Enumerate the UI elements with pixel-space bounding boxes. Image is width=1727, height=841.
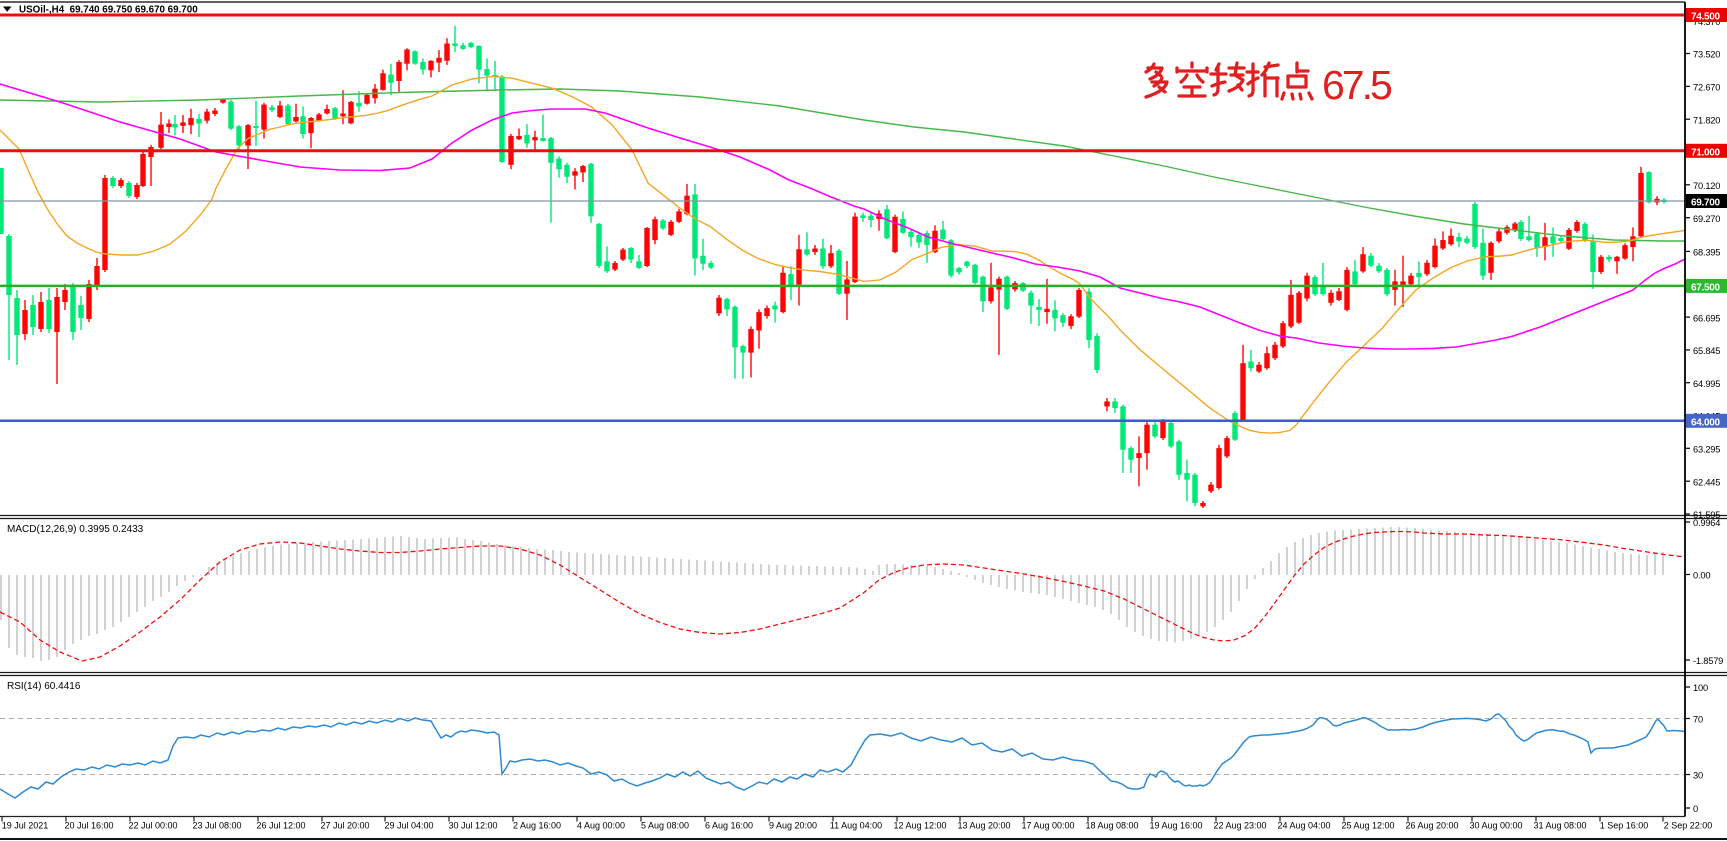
svg-text:USOil-,H4 69.740 69.750 69.67: USOil-,H4 69.740 69.750 69.670 69.700 [19, 5, 198, 16]
svg-text:69.700: 69.700 [1691, 198, 1721, 209]
svg-text:67.5: 67.5 [1322, 62, 1392, 108]
svg-text:22 Aug 23:00: 22 Aug 23:00 [1213, 821, 1266, 831]
svg-text:MACD(12,26,9) 0.3995 0.2433: MACD(12,26,9) 0.3995 0.2433 [7, 524, 144, 535]
svg-text:71.820: 71.820 [1693, 115, 1720, 125]
svg-text:63.295: 63.295 [1693, 445, 1720, 455]
svg-text:27 Jul 20:00: 27 Jul 20:00 [320, 821, 369, 831]
svg-text:2 Aug 16:00: 2 Aug 16:00 [513, 821, 561, 831]
svg-text:22 Jul 00:00: 22 Jul 00:00 [128, 821, 177, 831]
svg-text:74.500: 74.500 [1691, 12, 1721, 23]
svg-text:30 Jul 12:00: 30 Jul 12:00 [448, 821, 497, 831]
svg-text:73.520: 73.520 [1693, 50, 1720, 60]
svg-text:RSI(14) 60.4416: RSI(14) 60.4416 [7, 681, 81, 692]
svg-text:0.9964: 0.9964 [1693, 518, 1720, 528]
svg-text:17 Aug 00:00: 17 Aug 00:00 [1021, 821, 1074, 831]
svg-text:70.120: 70.120 [1693, 181, 1720, 191]
svg-text:13 Aug 20:00: 13 Aug 20:00 [957, 821, 1010, 831]
svg-text:-1.8579: -1.8579 [1693, 656, 1723, 666]
svg-text:67.500: 67.500 [1691, 282, 1721, 293]
svg-text:69.270: 69.270 [1693, 214, 1720, 224]
svg-text:31 Aug 08:00: 31 Aug 08:00 [1533, 821, 1586, 831]
svg-text:4 Aug 00:00: 4 Aug 00:00 [577, 821, 625, 831]
svg-text:30 Aug 00:00: 30 Aug 00:00 [1469, 821, 1522, 831]
svg-text:25 Aug 12:00: 25 Aug 12:00 [1341, 821, 1394, 831]
svg-text:62.445: 62.445 [1693, 477, 1720, 487]
svg-text:64.000: 64.000 [1691, 417, 1721, 428]
svg-text:61.595: 61.595 [1693, 510, 1720, 520]
svg-text:11 Aug 04:00: 11 Aug 04:00 [830, 821, 882, 831]
svg-text:20 Jul 16:00: 20 Jul 16:00 [64, 821, 113, 831]
svg-text:23 Jul 08:00: 23 Jul 08:00 [192, 821, 241, 831]
svg-text:1 Sep 16:00: 1 Sep 16:00 [1600, 821, 1649, 831]
svg-text:6 Aug 16:00: 6 Aug 16:00 [705, 821, 753, 831]
svg-text:100: 100 [1693, 683, 1708, 693]
svg-text:19 Jul 2021: 19 Jul 2021 [2, 821, 49, 831]
svg-text:66.695: 66.695 [1693, 313, 1720, 323]
svg-text:30: 30 [1693, 771, 1703, 781]
svg-text:26 Aug 20:00: 26 Aug 20:00 [1405, 821, 1458, 831]
svg-text:72.670: 72.670 [1693, 83, 1720, 93]
svg-text:26 Jul 12:00: 26 Jul 12:00 [256, 821, 305, 831]
svg-text:24 Aug 04:00: 24 Aug 04:00 [1277, 821, 1330, 831]
svg-text:19 Aug 16:00: 19 Aug 16:00 [1149, 821, 1202, 831]
svg-text:5 Aug 08:00: 5 Aug 08:00 [641, 821, 689, 831]
svg-text:65.845: 65.845 [1693, 346, 1720, 356]
svg-text:2 Sep 22:00: 2 Sep 22:00 [1664, 821, 1713, 831]
svg-text:0.00: 0.00 [1693, 571, 1710, 581]
svg-text:29 Jul 04:00: 29 Jul 04:00 [384, 821, 433, 831]
svg-text:70: 70 [1693, 715, 1703, 725]
svg-text:9 Aug 20:00: 9 Aug 20:00 [769, 821, 817, 831]
svg-text:64.995: 64.995 [1693, 379, 1720, 389]
svg-text:68.395: 68.395 [1693, 248, 1720, 258]
svg-text:0: 0 [1693, 804, 1698, 814]
svg-text:18 Aug 08:00: 18 Aug 08:00 [1085, 821, 1138, 831]
svg-text:12 Aug 12:00: 12 Aug 12:00 [893, 821, 946, 831]
svg-text:71.000: 71.000 [1691, 147, 1721, 158]
